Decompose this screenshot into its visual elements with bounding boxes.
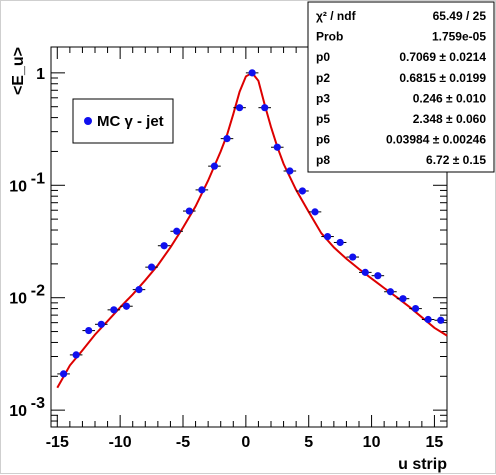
fit-stat-name: p3 [316,91,330,105]
data-point [173,227,181,235]
x-tick-label: -10 [109,434,132,451]
data-point [424,315,432,324]
data-point [147,263,156,271]
y-tick-label: 10 [9,403,27,420]
x-tick-label: -5 [176,434,190,451]
fit-stat-name: p6 [316,133,330,147]
data-point [235,104,244,112]
data-point [198,186,206,194]
y-tick-label-exponent: -3 [31,395,45,412]
data-point [386,288,395,296]
data-point [223,135,231,143]
data-point [59,370,68,378]
data-point [97,320,105,328]
data-point [361,268,369,276]
data-point [210,162,219,170]
data-point [411,305,420,313]
data-point [122,302,131,310]
fit-stat-value: 0.7069 ± 0.0214 [399,50,486,64]
fit-stat-value: 0.03984 ± 0.00246 [386,133,486,147]
fit-stat-value: 65.49 / 25 [433,9,487,23]
data-point [185,207,193,215]
x-tick-label: -15 [46,434,69,451]
legend-label: MC γ - jet [97,113,164,130]
data-point [135,286,143,294]
data-point [399,295,407,303]
data-point [286,167,294,175]
y-tick-label-exponent: -1 [31,170,45,187]
fit-stat-value: 1.759e-05 [432,30,486,44]
fit-stat-value: 0.246 ± 0.010 [413,91,487,105]
y-tick-label-exponent: -2 [31,283,45,300]
fit-stat-name: p2 [316,71,330,85]
data-point [298,187,307,195]
fit-stat-name: Prob [316,30,343,44]
y-tick-label: 10 [9,291,27,308]
data-point [110,306,118,314]
data-point [160,242,168,250]
x-tick-label: 5 [304,434,313,451]
fit-stat-value: 0.6815 ± 0.0199 [399,71,486,85]
data-point [323,232,332,241]
data-point [349,253,357,261]
x-tick-label: 15 [426,434,444,451]
data-point [437,316,445,324]
data-point [248,69,256,77]
y-axis-title: <E_u> [10,47,27,95]
data-point [374,272,382,280]
fit-stat-name: p0 [316,50,330,64]
x-tick-label: 0 [241,434,250,451]
legend-marker [84,117,92,125]
x-axis-title: u strip [398,456,447,473]
data-point [273,143,281,151]
y-tick-label: 1 [36,66,45,83]
fit-stat-name: p8 [316,153,330,167]
fit-stat-value: 2.348 ± 0.060 [413,112,487,126]
data-point [336,238,344,247]
y-tick-label: 10 [9,178,27,195]
fit-stat-name: p5 [316,112,330,126]
fit-stats-box [307,1,495,173]
fit-stat-value: 6.72 ± 0.15 [426,153,486,167]
data-point [261,104,269,112]
data-point [85,326,93,335]
x-tick-label: 10 [363,434,381,451]
fit-stat-name: χ² / ndf [316,9,357,23]
data-point [72,351,80,359]
data-point [311,208,319,216]
